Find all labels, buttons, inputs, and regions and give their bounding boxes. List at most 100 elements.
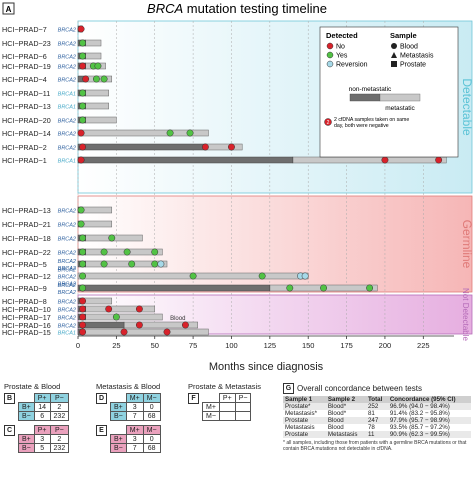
concordance-title: Overall concordance between tests	[297, 384, 422, 393]
metastatic-bar	[82, 297, 113, 305]
gene-label: BRCA2	[58, 266, 76, 272]
timeline-chart: BRCA mutation testing timeline A Detecta…	[2, 1, 474, 373]
ct-e-row-1: B−	[110, 443, 127, 453]
patient-label: HCI−PRAD−9	[2, 284, 47, 293]
event-marker	[79, 248, 87, 256]
gene-label: BRCA1	[58, 159, 76, 165]
legend-metastatic-swatch	[379, 93, 421, 102]
table-row: Prostate Metastasis 11 90.9% (62.3 − 99.5%)	[283, 431, 471, 438]
patient-row: HCI−PRAD−15 BRCA1	[2, 328, 209, 337]
ct-b-cell: 6	[33, 411, 51, 421]
event-marker	[120, 328, 128, 336]
ct-table-c: P+ P− B+ 3 2 B− 5 232	[18, 425, 70, 453]
patient-label: HCI−PRAD−15	[2, 328, 51, 337]
ct-d-row-0: B+	[110, 402, 127, 412]
annotation-label: Blood	[170, 316, 185, 322]
event-marker	[157, 260, 165, 268]
event-marker	[79, 62, 87, 70]
event-marker	[151, 260, 159, 268]
gene-label: BRCA2	[58, 223, 76, 229]
event-marker	[186, 129, 194, 137]
ct-prostate-metastasis-title: Prostate & Metastasis	[188, 382, 261, 391]
ct-d-cell: 0	[142, 402, 161, 412]
patient-row: HCI−PRAD−20 BRCA2	[2, 116, 117, 125]
event-marker	[82, 75, 90, 83]
ct-c-row-0: B+	[18, 434, 35, 444]
nonmetastatic-bar	[77, 156, 294, 164]
event-marker	[77, 220, 85, 228]
patient-row: HCI−PRAD−7 BRCA2	[2, 25, 85, 34]
conc-cell: Prostate	[283, 417, 326, 424]
ct-d-row-1: B−	[110, 411, 127, 421]
event-marker	[189, 272, 197, 280]
patient-label: HCI−PRAD−12	[2, 272, 51, 281]
ct-c-cell: 232	[49, 443, 70, 453]
section-label: Not Detectable	[461, 288, 470, 341]
patient-row: HCI−PRAD−13 BRCA2	[2, 206, 113, 215]
conc-cell: 81	[367, 410, 375, 417]
patient-row: HCI−PRAD−2 BRCA2	[2, 143, 243, 152]
svg-text:A: A	[6, 5, 12, 14]
patient-row: HCI−PRAD−5 BRCA2 BRCA2	[2, 259, 168, 272]
gene-label: BRCA2	[58, 132, 76, 138]
x-tick-label: 150	[302, 341, 315, 350]
x-tick-label: 200	[379, 341, 392, 350]
event-marker	[100, 260, 108, 268]
event-marker	[435, 156, 443, 164]
prostate-icon	[391, 61, 397, 67]
gene-label: BRCA1	[58, 105, 76, 111]
ct-e-cell: 0	[142, 434, 161, 444]
conc-cell: 93.5% (85.7 − 97.2%)	[389, 424, 450, 431]
metastatic-bar	[85, 313, 163, 321]
conc-cell: Blood*	[327, 410, 347, 417]
x-axis-label: Months since diagnosis	[209, 361, 324, 373]
ct-e-cell: 3	[125, 434, 144, 444]
ct-table-f: P+ P− M+ M−	[202, 393, 252, 421]
ct-d-cell: 7	[125, 411, 144, 421]
metastatic-bar	[85, 102, 109, 110]
panel-label-g: G	[283, 383, 294, 394]
event-marker	[79, 89, 87, 97]
conc-cell: 96.9% (94.0 − 98.4%)	[387, 403, 471, 410]
event-marker	[100, 248, 108, 256]
ct-f-cell	[218, 411, 236, 421]
patient-row: HCI−PRAD−10 BRCA2	[2, 305, 155, 314]
patient-row: HCI−PRAD−18 BRCA2	[2, 234, 143, 243]
conc-cell: Metastasis	[325, 431, 366, 438]
conc-header: Concordance (95% CI)	[387, 396, 471, 403]
patient-label: HCI−PRAD−23	[2, 39, 51, 48]
ct-c-cell: 3	[33, 434, 51, 444]
patient-label: HCI−PRAD−19	[2, 62, 51, 71]
x-tick-label: 125	[264, 341, 277, 350]
metastatic-bar	[82, 206, 113, 214]
ct-e-col-1: M−	[142, 425, 161, 435]
ct-f-col-0: P+	[218, 393, 236, 403]
concordance-footnote: * all samples, including those from pati…	[283, 440, 467, 452]
event-marker	[79, 52, 87, 60]
event-marker	[301, 272, 309, 280]
ct-e-cell: 7	[125, 443, 144, 453]
ct-b-col-1: P−	[49, 393, 70, 403]
ct-b-cell: 14	[33, 402, 51, 412]
ct-e-row-0: B+	[110, 434, 127, 444]
panel-label-e: E	[96, 425, 107, 436]
patient-row: HCI−PRAD−21 BRCA2	[2, 220, 113, 229]
event-marker	[135, 305, 143, 313]
event-marker	[79, 272, 87, 280]
gene-label: BRCA2	[58, 78, 76, 84]
x-tick-label: 50	[151, 341, 159, 350]
gene-label: BRCA1	[58, 92, 76, 98]
legend-sample-title: Sample	[390, 31, 417, 40]
patient-label: HCI−PRAD−6	[2, 52, 47, 61]
legend-detected-title: Detected	[326, 31, 358, 40]
patient-label: HCI−PRAD−10	[2, 305, 51, 314]
gene-label: BRCA2	[58, 42, 76, 48]
conc-cell: Blood	[325, 417, 366, 424]
gene-label: BRCA2	[58, 28, 76, 34]
legend-detected-swatch	[326, 51, 334, 59]
ct-d-cell: 68	[142, 411, 161, 421]
event-marker	[79, 305, 87, 313]
patient-label: HCI−PRAD−17	[2, 313, 51, 322]
ct-c-col-0: P+	[33, 425, 51, 435]
gene-label: BRCA2	[58, 290, 76, 296]
